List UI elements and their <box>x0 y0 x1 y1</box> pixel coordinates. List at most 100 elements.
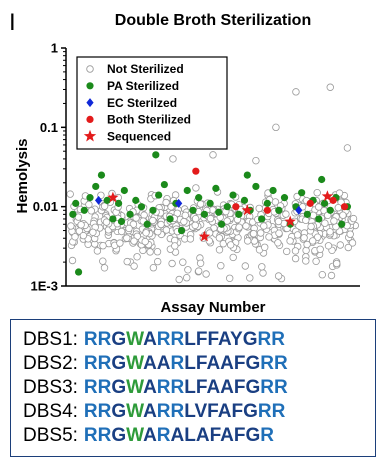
sequence-label: DBS1: <box>23 329 78 350</box>
not-sterilized-point <box>87 207 95 215</box>
not-sterilized-point <box>300 234 308 242</box>
pa-sterilized-point <box>189 206 197 214</box>
not-sterilized-point <box>99 257 107 265</box>
not-sterilized-point <box>313 188 321 197</box>
not-sterilized-point <box>242 222 250 230</box>
pa-sterilized-point <box>86 194 94 202</box>
not-sterilized-point <box>286 237 294 245</box>
pa-sterilized-point <box>240 196 249 204</box>
not-sterilized-point <box>217 262 225 270</box>
points-layer <box>66 83 359 284</box>
legend: Not Sterilized PA Sterilized EC Sterilzed B… <box>76 56 228 150</box>
not-sterilized-point <box>303 240 311 249</box>
not-sterilized-point <box>260 222 268 230</box>
not-sterilized-point <box>327 271 336 280</box>
not-sterilized-point <box>171 242 179 250</box>
sequence-label: DBS4: <box>23 401 78 422</box>
legend-marker-pa-sterilized <box>86 82 94 90</box>
not-sterilized-point <box>302 257 310 265</box>
not-sterilized-point <box>141 237 149 246</box>
both-sterilized-point <box>306 199 314 207</box>
not-sterilized-point <box>309 237 317 245</box>
not-sterilized-point <box>140 211 148 219</box>
y-tick-label: 1 <box>51 41 58 56</box>
not-sterilized-point <box>180 217 188 226</box>
not-sterilized-point <box>235 223 243 231</box>
sequence-residues: RRGWARALAFAFGR <box>83 425 275 446</box>
legend-label: Both Sterilized <box>107 113 191 127</box>
both-sterilized-point <box>232 203 240 211</box>
not-sterilized-point <box>326 83 334 91</box>
x-axis-label: Assay Number <box>160 299 265 316</box>
pa-sterilized-point <box>195 194 203 202</box>
ec-sterilized-point <box>95 195 103 205</box>
pa-sterilized-point <box>143 220 151 228</box>
pa-sterilized-point <box>103 196 111 204</box>
pa-sterilized-point <box>137 203 146 211</box>
both-sterilized-point <box>329 196 337 204</box>
pa-sterilized-point <box>155 191 163 199</box>
not-sterilized-point <box>243 237 252 245</box>
not-sterilized-point <box>182 274 191 282</box>
not-sterilized-point <box>215 234 224 242</box>
not-sterilized-point <box>326 228 334 236</box>
pa-sterilized-point <box>320 199 329 207</box>
not-sterilized-point <box>261 243 269 251</box>
not-sterilized-point <box>255 204 263 213</box>
sequenced-point <box>321 190 334 202</box>
pa-sterilized-point <box>126 210 134 218</box>
pa-sterilized-point <box>252 182 260 191</box>
legend-marker-not-sterilized <box>86 65 94 73</box>
pa-sterilized-point <box>229 191 237 199</box>
not-sterilized-point <box>259 269 267 277</box>
pa-sterilized-point <box>152 151 160 159</box>
ec-sterilized-point <box>175 198 183 208</box>
pa-sterilized-point <box>338 220 346 228</box>
pa-sterilized-point <box>109 215 117 223</box>
not-sterilized-point <box>241 262 249 270</box>
not-sterilized-point <box>205 237 213 245</box>
sequence-label: DBS2: <box>23 353 78 374</box>
pa-sterilized-point <box>92 182 100 191</box>
legend-marker-both-sterilized <box>86 115 94 123</box>
not-sterilized-point <box>153 247 162 256</box>
not-sterilized-point <box>194 267 203 275</box>
pa-sterilized-point <box>215 208 223 216</box>
not-sterilized-point <box>162 226 171 234</box>
not-sterilized-point <box>77 221 85 229</box>
not-sterilized-point <box>336 241 344 249</box>
not-sterilized-point <box>89 228 97 236</box>
not-sterilized-point <box>344 243 352 252</box>
not-sterilized-point <box>132 214 140 222</box>
not-sterilized-point <box>324 242 333 250</box>
not-sterilized-point <box>99 241 107 250</box>
not-sterilized-point <box>71 233 79 241</box>
not-sterilized-point <box>225 274 234 282</box>
not-sterilized-point <box>196 200 205 208</box>
not-sterilized-point <box>316 245 324 253</box>
pa-sterilized-point <box>97 171 106 179</box>
both-sterilized-point <box>192 167 200 175</box>
not-sterilized-point <box>149 264 158 272</box>
not-sterilized-point <box>100 264 109 272</box>
pa-sterilized-point <box>72 199 80 207</box>
not-sterilized-point <box>67 222 75 230</box>
pa-sterilized-point <box>315 215 323 223</box>
not-sterilized-point <box>293 192 301 201</box>
not-sterilized-point <box>102 218 111 226</box>
not-sterilized-point <box>275 229 283 237</box>
not-sterilized-point <box>313 233 322 241</box>
not-sterilized-point <box>229 253 237 262</box>
pa-sterilized-point <box>200 210 209 218</box>
pa-sterilized-point <box>223 203 231 211</box>
not-sterilized-point <box>179 258 187 266</box>
not-sterilized-point <box>85 200 93 209</box>
not-sterilized-point <box>274 217 283 226</box>
not-sterilized-point <box>283 247 291 256</box>
legend-label: PA Sterilized <box>107 79 179 93</box>
not-sterilized-point <box>265 233 273 241</box>
sequenced-point <box>198 230 211 242</box>
not-sterilized-point <box>181 211 189 219</box>
both-sterilized-point <box>263 206 271 214</box>
sequence-row: DBS3: RRGWARRLFAAFGRR <box>23 376 375 400</box>
